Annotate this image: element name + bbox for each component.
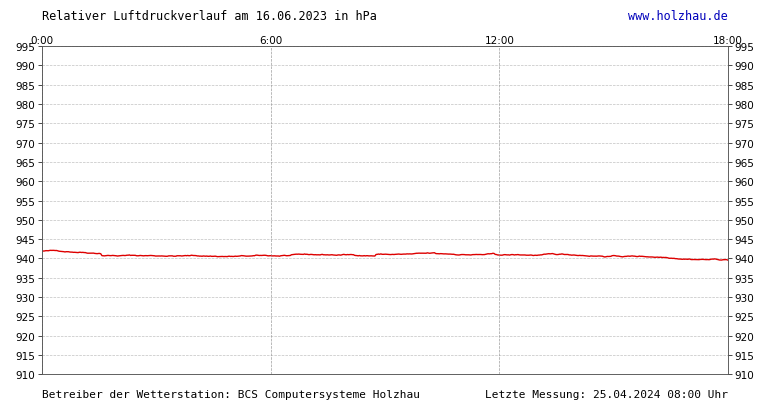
Text: Betreiber der Wetterstation: BCS Computersysteme Holzhau: Betreiber der Wetterstation: BCS Compute…	[42, 389, 420, 399]
Text: Relativer Luftdruckverlauf am 16.06.2023 in hPa: Relativer Luftdruckverlauf am 16.06.2023…	[42, 10, 377, 23]
Text: www.holzhau.de: www.holzhau.de	[628, 10, 728, 23]
Text: Letzte Messung: 25.04.2024 08:00 Uhr: Letzte Messung: 25.04.2024 08:00 Uhr	[484, 389, 728, 399]
